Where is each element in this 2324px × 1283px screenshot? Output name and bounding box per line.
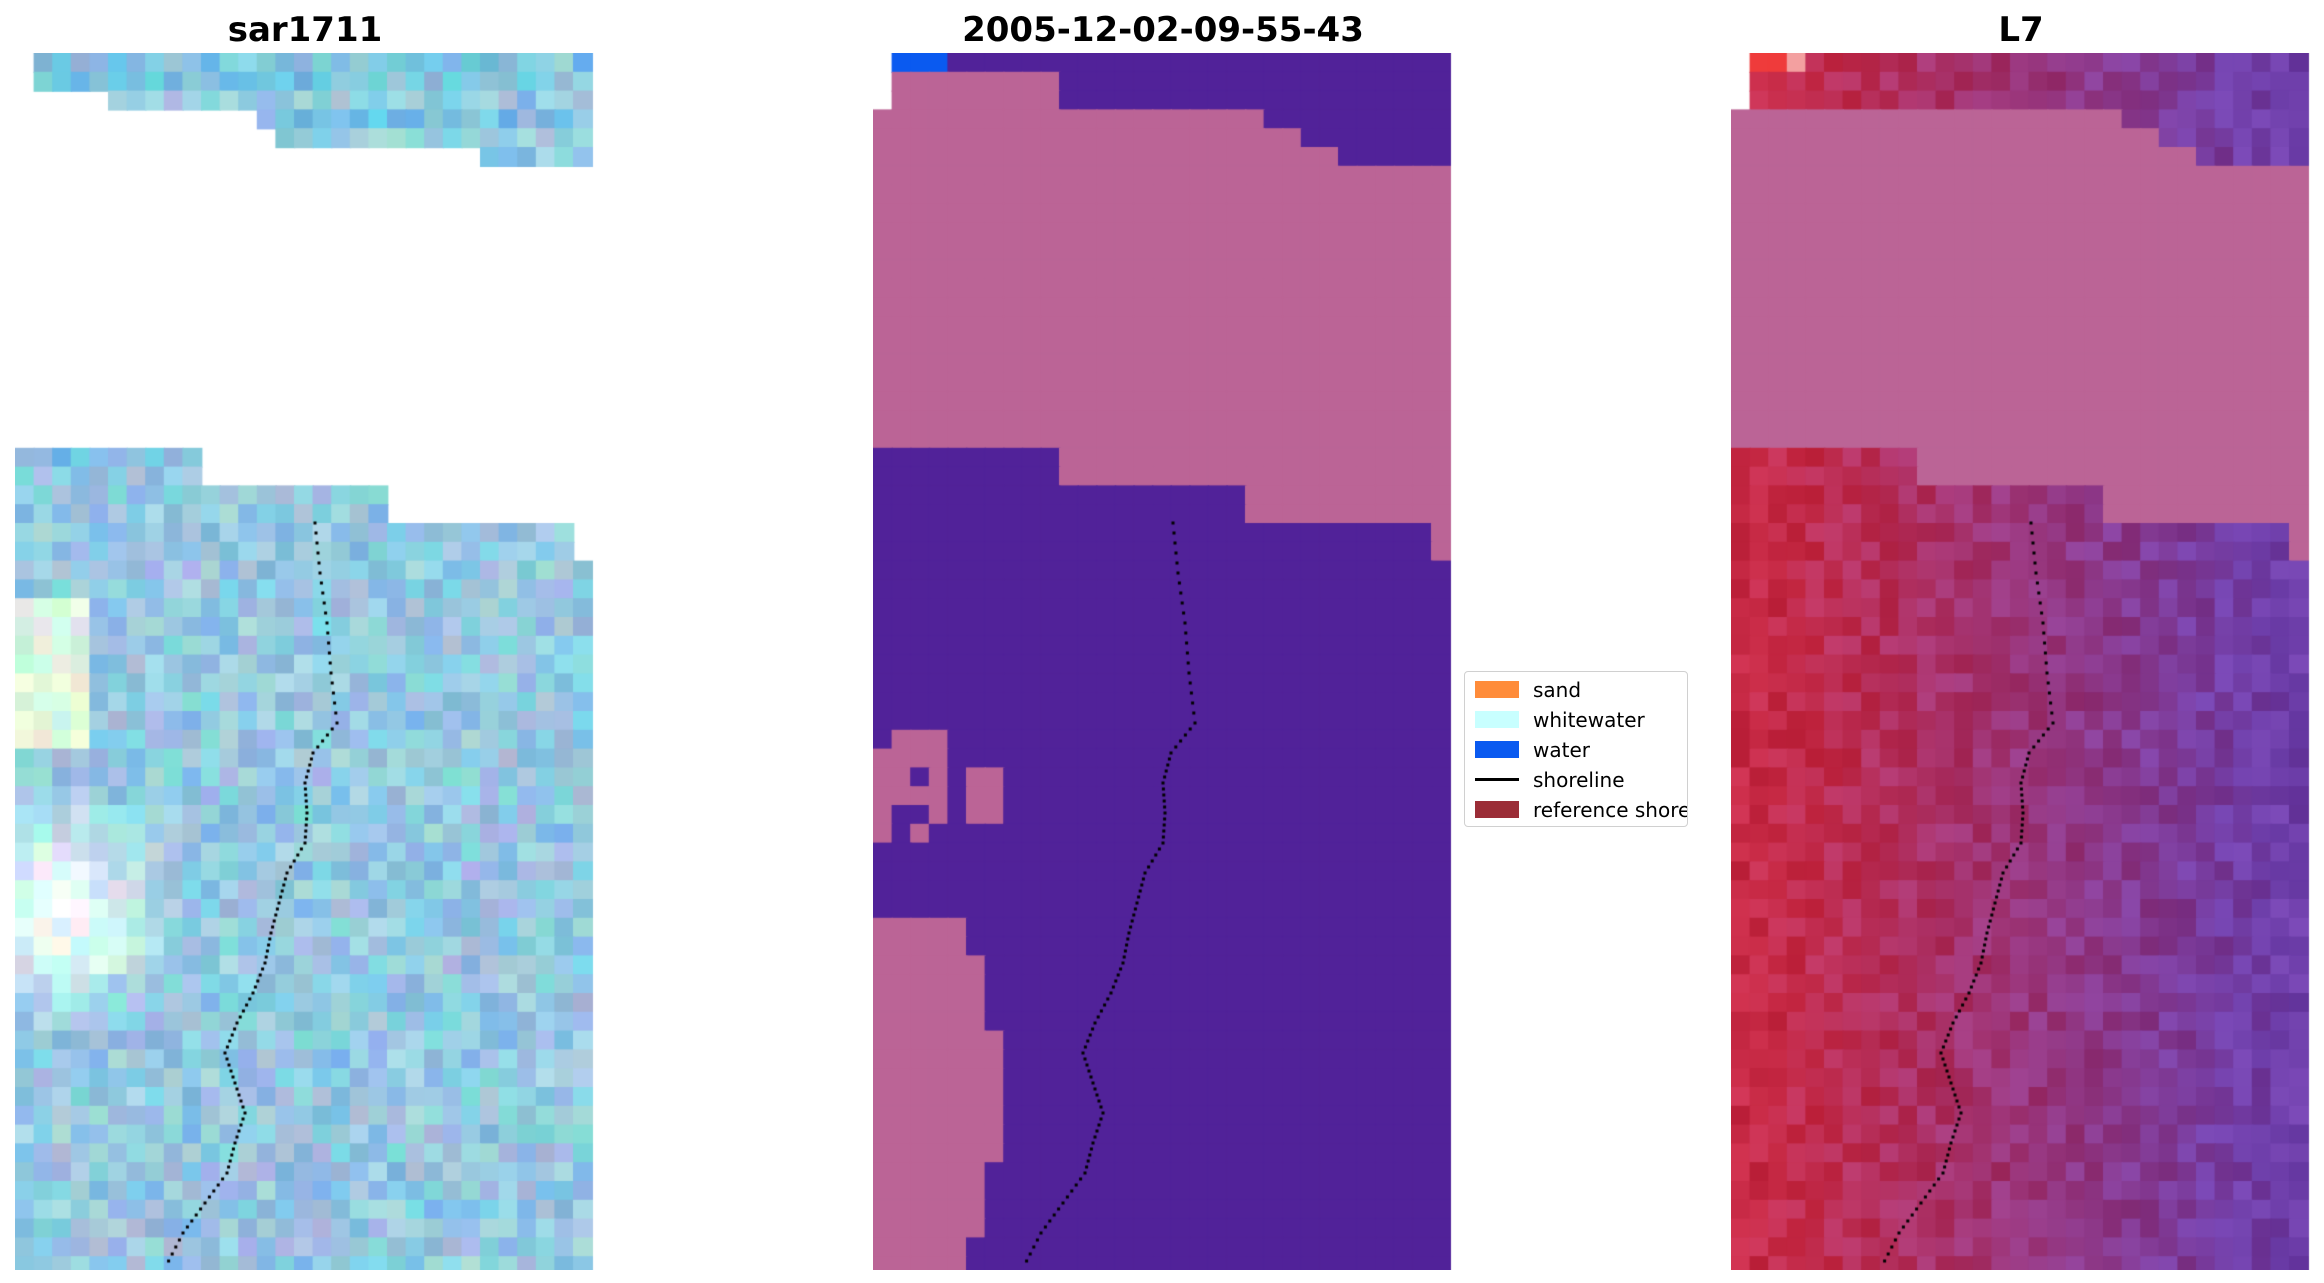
legend-line-shoreline [1475, 778, 1519, 781]
legend-label-water: water [1533, 738, 1590, 762]
classified-image-panel [873, 53, 1453, 1270]
panel-title-classified: 2005-12-02-09-55-43 [962, 10, 1364, 50]
panel-title-rgb: sar1711 [227, 10, 383, 50]
legend-label-whitewater: whitewater [1533, 708, 1645, 732]
legend-label-shoreline: shoreline [1533, 768, 1625, 792]
index-image-panel [1731, 53, 2311, 1270]
legend-swatch-reference-shoreline [1475, 801, 1519, 818]
legend-swatch-whitewater [1475, 711, 1519, 728]
legend-swatch-sand [1475, 681, 1519, 698]
legend-label-sand: sand [1533, 678, 1582, 702]
legend-swatch-water [1475, 741, 1519, 758]
rgb-image-panel [15, 53, 595, 1270]
panel-title-index: L7 [1998, 10, 2044, 50]
legend: sand whitewater water shoreline referenc… [1464, 671, 1688, 827]
legend-label-reference-shoreline: reference shoreline [1533, 798, 1687, 822]
